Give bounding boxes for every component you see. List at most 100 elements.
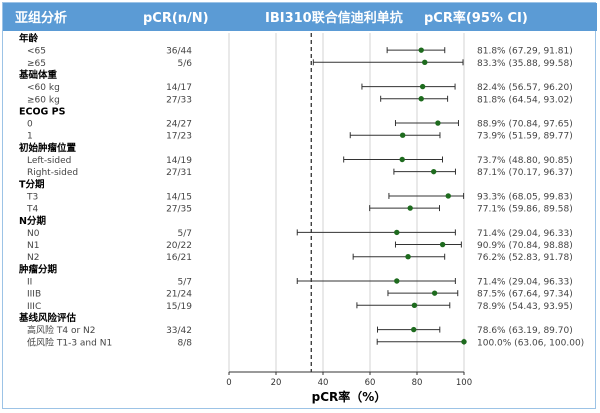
- forest-plot-figure: 亚组分析 pCR(n/N) IBI310联合信迪利单抗 pCR率(95% CI)…: [2, 2, 597, 409]
- pcr-rate-ci: 78.9% (54.43, 93.95): [477, 302, 573, 312]
- x-tick-label: 0: [226, 378, 231, 388]
- pcr-rate-ci: 71.4% (29.04, 96.33): [477, 229, 573, 239]
- pcr-rate-ci: 83.3% (35.88, 99.58): [477, 59, 573, 69]
- forest-plot: 亚组分析 pCR(n/N) IBI310联合信迪利单抗 pCR率(95% CI)…: [3, 3, 597, 404]
- pcr-count: 17/23: [166, 132, 192, 142]
- group-label: 基础体重: [18, 69, 58, 81]
- pcr-rate-ci: 87.1% (70.17, 96.37): [477, 168, 573, 178]
- forest-rows: 年龄 <65 36/44 81.8% (67.29, 91.81) ≥65 5/6 83.3…: [18, 33, 584, 349]
- x-tick-label: 60: [365, 378, 376, 388]
- subgroup-label: IIIC: [27, 302, 41, 312]
- pcr-count: 24/27: [166, 120, 192, 130]
- point-estimate: [430, 168, 437, 175]
- pcr-rate-ci: 82.4% (56.57, 96.20): [477, 83, 573, 93]
- forest-row: 1 17/23 73.9% (51.59, 89.77): [27, 132, 573, 142]
- point-estimate: [461, 339, 467, 345]
- point-estimate: [411, 302, 418, 308]
- group-label: 基线风险评估: [18, 312, 77, 324]
- pcr-rate-ci: 93.3% (68.05, 99.83): [477, 192, 573, 202]
- pcr-count: 16/21: [166, 253, 192, 263]
- point-estimate: [394, 278, 400, 284]
- pcr-rate-ci: 78.6% (63.19, 89.70): [477, 326, 573, 336]
- group-label: N分期: [19, 215, 46, 227]
- group-label: T分期: [19, 178, 44, 190]
- x-axis: 0 20 40 60 80 100: [226, 371, 472, 388]
- forest-row: IIIC 15/19 78.9% (54.43, 93.95): [27, 302, 573, 312]
- forest-row: <60 kg 14/17 82.4% (56.57, 96.20): [27, 83, 573, 93]
- forest-row: IIIB 21/24 87.5% (67.64, 97.34): [27, 290, 573, 300]
- forest-row: 高风险 T4 or N2 33/42 78.6% (63.19, 89.70): [27, 324, 573, 336]
- subgroup-label: ≥60 kg: [27, 95, 60, 105]
- point-estimate: [394, 229, 400, 236]
- pcr-rate-ci: 81.8% (64.54, 93.02): [477, 95, 573, 105]
- x-tick-label: 40: [318, 378, 329, 388]
- subgroup-label: Left-sided: [27, 156, 71, 166]
- x-tick-label: 80: [412, 378, 423, 388]
- subgroup-label: II: [27, 278, 32, 288]
- forest-row: T3 14/15 93.3% (68.05, 99.83): [26, 192, 573, 202]
- pcr-rate-ci: 73.9% (51.59, 89.77): [477, 132, 573, 142]
- pcr-rate-ci: 73.7% (48.80, 90.85): [477, 156, 573, 166]
- forest-row: N1 20/22 90.9% (70.84, 98.88): [27, 241, 573, 251]
- group-label: ECOG PS: [19, 106, 66, 117]
- pcr-rate-ci: 88.9% (70.84, 97.65): [477, 120, 573, 130]
- pcr-rate-ci: 76.2% (52.83, 91.78): [477, 253, 573, 263]
- subgroup-label: T3: [26, 192, 38, 202]
- pcr-count: 27/35: [166, 205, 192, 215]
- header-pcr-n: pCR(n/N): [143, 11, 209, 26]
- point-estimate: [407, 205, 413, 211]
- point-estimate: [399, 132, 406, 138]
- point-estimate: [422, 59, 428, 65]
- pcr-rate-ci: 90.9% (70.84, 98.88): [477, 241, 573, 251]
- pcr-rate-ci: 100.0% (63.06, 100.00): [477, 338, 584, 348]
- subgroup-label: Right-sided: [27, 168, 78, 178]
- subgroup-label: T4: [26, 205, 38, 215]
- subgroup-label: 低风险 T1-3 and N1: [27, 336, 112, 348]
- subgroup-label: N1: [27, 241, 39, 251]
- pcr-count: 21/24: [166, 290, 192, 300]
- point-estimate: [418, 47, 424, 53]
- pcr-count: 27/33: [166, 95, 192, 105]
- forest-row: <65 36/44 81.8% (67.29, 91.81): [27, 47, 573, 57]
- forest-row: N2 16/21 76.2% (52.83, 91.78): [27, 253, 573, 263]
- point-estimate: [419, 83, 426, 90]
- pcr-count: 33/42: [166, 326, 192, 336]
- header-pcr-rate: pCR率(95% CI): [424, 10, 528, 26]
- pcr-count: 20/22: [166, 241, 192, 251]
- pcr-rate-ci: 87.5% (67.64, 97.34): [477, 290, 573, 300]
- point-estimate: [418, 96, 424, 102]
- pcr-count: 5/6: [178, 59, 193, 69]
- pcr-rate-ci: 71.4% (29.04, 96.33): [477, 278, 573, 288]
- forest-row: N0 5/7 71.4% (29.04, 96.33): [27, 229, 573, 239]
- group-label: 年龄: [19, 33, 39, 45]
- pcr-count: 15/19: [166, 302, 192, 312]
- forest-row: ≥60 kg 27/33 81.8% (64.54, 93.02): [27, 95, 573, 105]
- subgroup-label: N2: [27, 253, 39, 263]
- point-estimate: [439, 241, 446, 248]
- header-treatment: IBI310联合信迪利单抗: [265, 10, 403, 26]
- subgroup-label: ≥65: [27, 59, 46, 69]
- point-estimate: [399, 156, 405, 163]
- point-estimate: [405, 254, 411, 260]
- header-bar: [3, 3, 597, 31]
- pcr-rate-ci: 81.8% (67.29, 91.81): [477, 47, 573, 57]
- pcr-count: 14/15: [166, 192, 192, 202]
- forest-row: Left-sided 14/19 73.7% (48.80, 90.85): [27, 156, 573, 166]
- pcr-count: 27/31: [166, 168, 192, 178]
- subgroup-label: 0: [27, 120, 33, 130]
- forest-row: ≥65 5/6 83.3% (35.88, 99.58): [27, 59, 573, 69]
- x-tick-label: 20: [271, 378, 282, 388]
- forest-row: 0 24/27 88.9% (70.84, 97.65): [27, 120, 573, 130]
- pcr-count: 14/17: [166, 83, 192, 93]
- pcr-count: 14/19: [166, 156, 192, 166]
- subgroup-label: N0: [27, 229, 40, 239]
- subgroup-label: 1: [27, 132, 33, 142]
- subgroup-label: 高风险 T4 or N2: [27, 324, 95, 336]
- point-estimate: [445, 193, 451, 199]
- subgroup-label: <60 kg: [27, 83, 60, 93]
- pcr-count: 5/7: [178, 229, 192, 239]
- pcr-rate-ci: 77.1% (59.86, 89.58): [477, 205, 573, 215]
- point-estimate: [431, 290, 438, 296]
- point-estimate: [411, 326, 417, 333]
- group-label: 初始肿瘤位置: [19, 142, 77, 154]
